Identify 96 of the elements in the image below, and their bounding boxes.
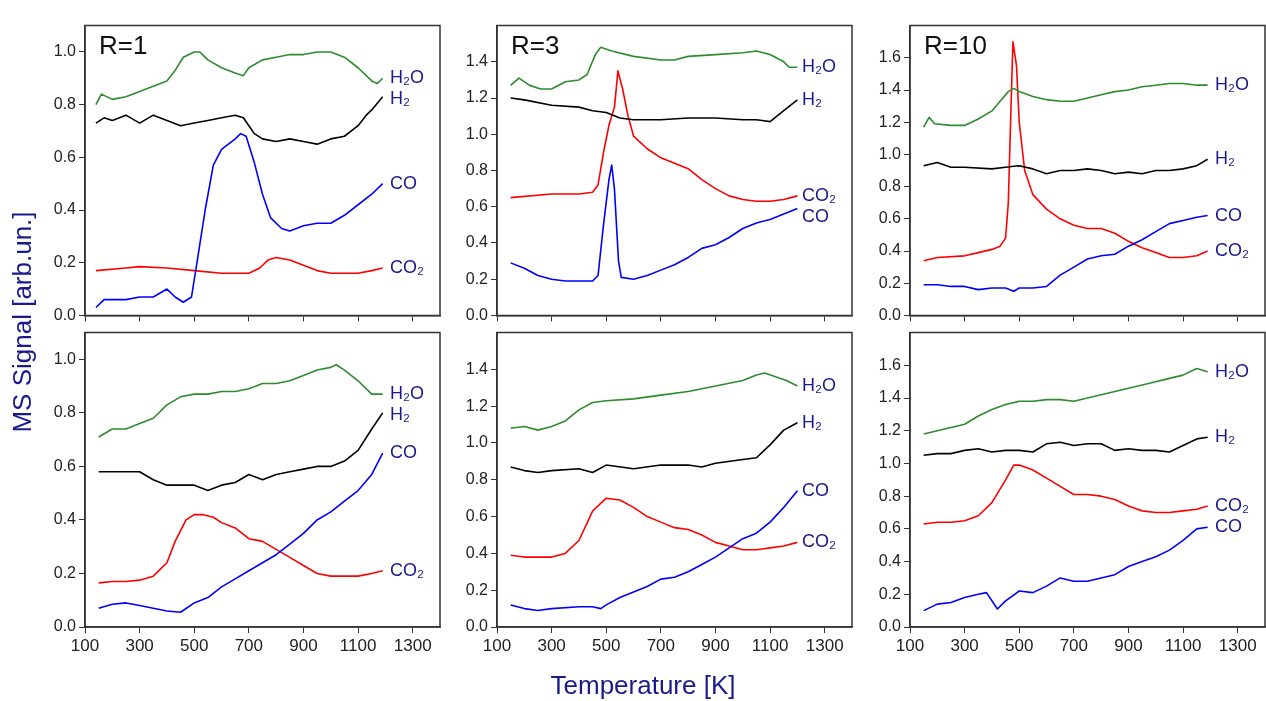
x-tick-label: 1300 — [1218, 635, 1257, 655]
y-tick-label: 0.8 — [878, 486, 902, 504]
y-tick-label: 0.2 — [465, 580, 489, 598]
x-tick-label: 300 — [537, 635, 566, 655]
y-tick-label: 0.6 — [878, 519, 902, 537]
y-tick-label: 0.2 — [465, 269, 489, 287]
x-tick-label: 700 — [1059, 635, 1089, 655]
y-tick-label: 0.4 — [465, 233, 489, 251]
y-tick-label: 0.6 — [465, 507, 489, 525]
y-tick-label: 0.4 — [878, 551, 902, 569]
series-label: H₂O — [390, 67, 424, 88]
x-tick-label: 700 — [234, 635, 264, 655]
y-tick-label: 0.6 — [878, 209, 902, 227]
y-tick-label: 0.0 — [53, 617, 77, 635]
series-label: CO₂ — [390, 256, 424, 277]
x-tick-label: 900 — [289, 635, 318, 655]
x-tick-label: 500 — [1005, 635, 1034, 655]
chart-title: R=10 — [924, 29, 987, 60]
x-tick-label: 100 — [482, 635, 512, 655]
y-tick-label: 0.0 — [53, 305, 77, 323]
y-tick-label: 0.6 — [465, 197, 489, 215]
series-label: CO — [1215, 204, 1242, 225]
series-label: CO₂ — [802, 531, 836, 552]
series-label: CO — [802, 479, 829, 500]
series-label: CO — [390, 172, 417, 193]
series-label: H₂ — [390, 404, 410, 425]
x-tick-label: 500 — [180, 635, 209, 655]
y-tick-label: 0.8 — [465, 160, 489, 178]
series-label: H₂ — [802, 411, 822, 432]
y-tick-label: 1.0 — [465, 433, 489, 451]
series-label: CO₂ — [1215, 494, 1249, 515]
x-tick-label: 1100 — [751, 635, 789, 655]
y-tick-label: 1.4 — [465, 52, 489, 70]
y-tick-label: 0.2 — [53, 253, 77, 271]
x-tick-label: 300 — [125, 635, 154, 655]
series-label: H₂O — [802, 56, 836, 77]
x-axis-title: Temperature [K] — [550, 669, 736, 701]
x-tick-label: 1100 — [1164, 635, 1202, 655]
y-tick-label: 1.2 — [878, 112, 902, 130]
y-tick-label: 0.0 — [465, 617, 489, 635]
y-tick-label: 0.8 — [465, 470, 489, 488]
y-tick-label: 1.0 — [465, 124, 489, 142]
y-tick-label: 0.4 — [53, 510, 77, 528]
y-tick-label: 0.0 — [878, 305, 902, 323]
series-label: H₂ — [390, 88, 410, 109]
x-tick-label: 100 — [70, 635, 100, 655]
y-tick-label: 1.6 — [878, 355, 902, 373]
x-tick-label: 700 — [646, 635, 676, 655]
y-tick-label: 0.8 — [53, 403, 77, 421]
y-axis-title: MS Signal [arb.un.] — [6, 211, 38, 433]
series-label: H₂O — [802, 374, 836, 395]
y-tick-label: 1.0 — [878, 144, 902, 162]
y-tick-label: 1.0 — [53, 349, 77, 367]
series-label: CO — [802, 205, 829, 226]
y-tick-label: 1.2 — [465, 88, 489, 106]
y-tick-label: 1.6 — [878, 48, 902, 66]
x-tick-label: 900 — [701, 635, 730, 655]
series-label: CO₂ — [1215, 239, 1249, 260]
series-label: CO₂ — [390, 559, 424, 580]
y-tick-label: 1.4 — [878, 388, 902, 406]
x-tick-label: 1300 — [393, 635, 432, 655]
y-tick-label: 0.6 — [53, 147, 77, 165]
x-tick-label: 1300 — [805, 635, 844, 655]
chart-title: R=1 — [99, 29, 148, 60]
y-tick-label: 1.0 — [53, 42, 77, 60]
y-tick-label: 0.6 — [53, 456, 77, 474]
x-tick-label: 300 — [950, 635, 979, 655]
y-tick-label: 0.8 — [878, 177, 902, 195]
y-tick-label: 0.2 — [53, 563, 77, 581]
series-label: CO₂ — [802, 184, 836, 205]
y-tick-label: 0.8 — [53, 95, 77, 113]
y-tick-label: 0.2 — [878, 584, 902, 602]
y-tick-label: 0.4 — [878, 241, 902, 259]
x-tick-label: 1100 — [339, 635, 377, 655]
y-tick-label: 0.2 — [878, 273, 902, 291]
series-label: H₂O — [1215, 360, 1249, 381]
y-tick-label: 1.0 — [878, 453, 902, 471]
series-label: H₂ — [1215, 148, 1235, 169]
y-tick-label: 1.2 — [878, 421, 902, 439]
y-tick-label: 0.4 — [465, 543, 489, 561]
y-tick-label: 0.0 — [878, 617, 902, 635]
y-tick-label: 0.4 — [53, 200, 77, 218]
y-tick-label: 1.2 — [465, 396, 489, 414]
series-label: CO — [390, 442, 417, 463]
x-tick-label: 500 — [592, 635, 621, 655]
y-tick-label: 1.4 — [465, 359, 489, 377]
x-tick-label: 900 — [1114, 635, 1143, 655]
series-label: H₂ — [802, 88, 822, 109]
series-label: H₂ — [1215, 426, 1235, 447]
series-label: CO — [1215, 516, 1242, 537]
y-tick-label: 0.0 — [465, 305, 489, 323]
series-label: H₂O — [1215, 74, 1249, 95]
x-tick-label: 100 — [895, 635, 925, 655]
series-label: H₂O — [390, 383, 424, 404]
chart-title: R=3 — [511, 29, 560, 60]
y-tick-label: 1.4 — [878, 80, 902, 98]
